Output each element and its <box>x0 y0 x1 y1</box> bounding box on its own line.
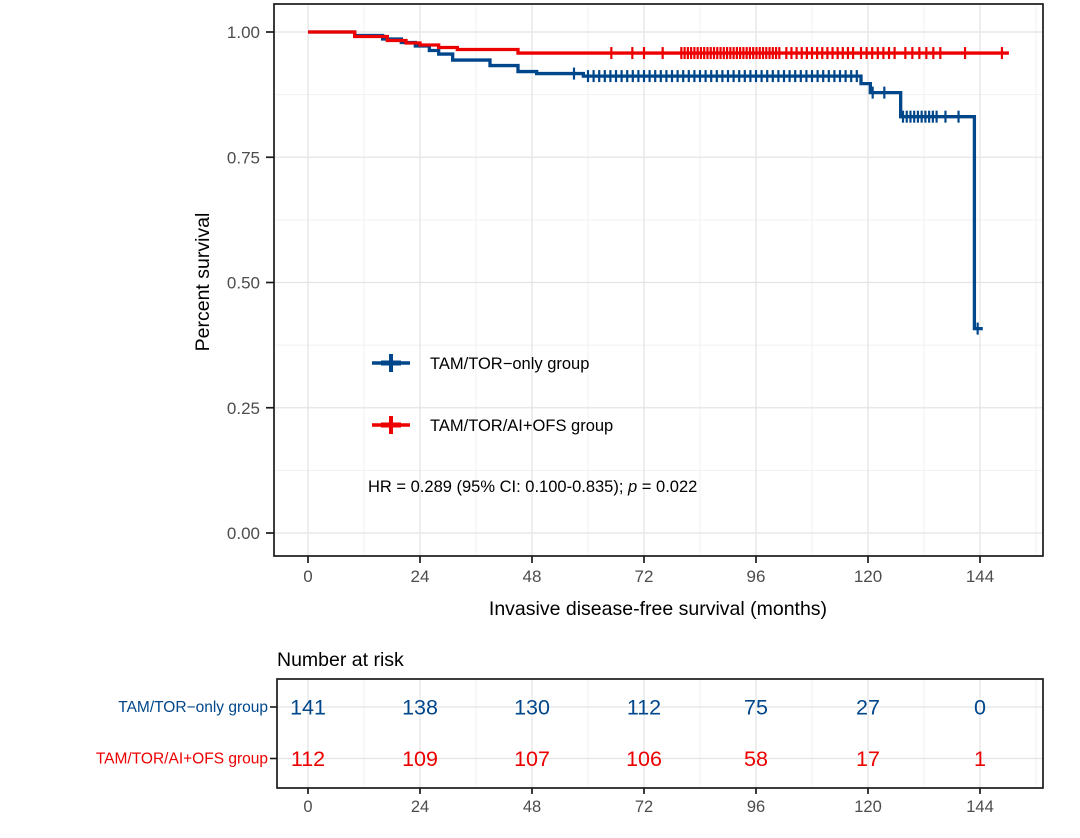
risk-count-value: 106 <box>626 747 662 771</box>
risk-count-value: 1 <box>974 747 986 771</box>
hr-annotation-suffix: = 0.022 <box>637 478 697 496</box>
risk-count-value: 58 <box>744 747 768 771</box>
x-tick-label: 0 <box>303 567 312 586</box>
risk-count-value: 112 <box>291 747 325 771</box>
risk-table-content: TAM/TOR−only group 141 138 130 112 75 27 0 TAM/T… <box>96 678 1044 816</box>
risk-count-value: 107 <box>514 747 550 771</box>
risk-axis-tick-label: 48 <box>523 798 541 816</box>
x-tick-label: 24 <box>411 567 430 586</box>
x-tick-label: 120 <box>854 567 882 586</box>
y-axis-title: Percent survival <box>192 213 214 352</box>
risk-axis-tick-label: 72 <box>635 798 653 816</box>
y-tick-label: 0.00 <box>227 524 260 543</box>
survival-curve-tam-tor-ai-ofs <box>308 30 1009 55</box>
hr-annotation-p-symbol: p <box>627 478 637 496</box>
legend-markers <box>372 354 410 434</box>
y-tick-label: 1.00 <box>227 23 260 42</box>
x-tick-label: 144 <box>966 567 994 586</box>
risk-count-value: 75 <box>744 696 768 720</box>
risk-count-value: 109 <box>402 747 438 771</box>
risk-axis-tick-label: 24 <box>411 798 429 816</box>
y-tick-label: 0.50 <box>227 274 260 293</box>
risk-table-title: Number at risk <box>277 649 404 671</box>
x-tick-label: 72 <box>635 567 654 586</box>
risk-count-value: 0 <box>974 696 986 720</box>
main-panel-border-rect <box>273 3 1044 557</box>
main-plot-gridlines <box>274 4 1043 556</box>
risk-count-value: 141 <box>290 696 326 720</box>
survival-curves <box>308 30 1009 335</box>
survival-curve-tam-tor-only <box>308 30 983 331</box>
risk-count-value: 17 <box>856 747 880 771</box>
risk-axis-tick-label: 96 <box>747 798 765 816</box>
y-tick-label: 0.25 <box>227 399 260 418</box>
legend-label-tam-tor-only: TAM/TOR−only group <box>430 355 589 373</box>
x-tick-label: 48 <box>523 567 542 586</box>
risk-axis-tick-label: 0 <box>303 798 312 816</box>
risk-row-label: TAM/TOR−only group <box>118 699 268 716</box>
main-plot-axes: 1.00 0.75 0.50 0.25 0.00 0 24 48 72 96 120 144 <box>227 23 994 586</box>
risk-table-border <box>276 678 1044 789</box>
x-tick-label: 96 <box>747 567 766 586</box>
risk-axis-tick-label: 144 <box>966 798 994 816</box>
x-axis-title: Invasive disease-free survival (months) <box>489 598 827 620</box>
main-panel-border <box>273 3 1044 557</box>
y-tick-label: 0.75 <box>227 148 260 167</box>
risk-count-value: 27 <box>856 696 880 720</box>
risk-count-value: 112 <box>627 696 661 720</box>
risk-count-value: 130 <box>514 696 550 720</box>
hr-annotation-prefix: HR = 0.289 (95% CI: 0.100-0.835); <box>368 478 628 496</box>
legend-label-tam-tor-ai-ofs: TAM/TOR/AI+OFS group <box>430 417 613 435</box>
hr-annotation: HR = 0.289 (95% CI: 0.100-0.835); p = 0.… <box>368 478 697 496</box>
risk-row-label: TAM/TOR/AI+OFS group <box>96 751 268 768</box>
risk-count-value: 138 <box>402 696 438 720</box>
risk-axis-tick-label: 120 <box>854 798 882 816</box>
